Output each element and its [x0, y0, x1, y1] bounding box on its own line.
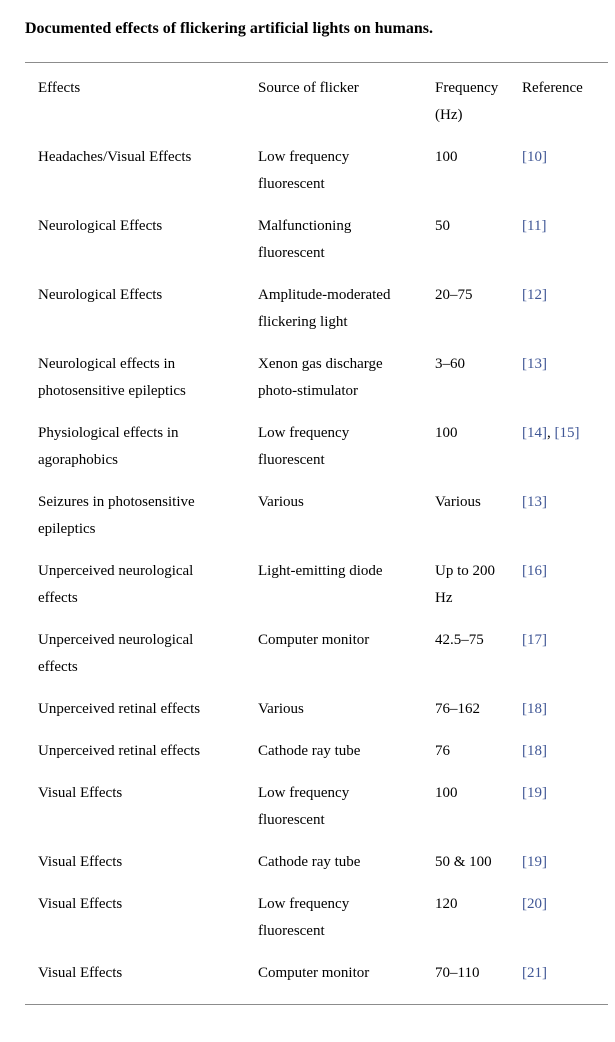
effect-cell: Visual Effects — [38, 965, 123, 981]
effect-cell: Seizures in photosensitive epileptics — [38, 494, 195, 537]
source-cell: Computer monitor — [258, 632, 370, 648]
table-row: Visual Effects Low frequency fluorescent 1… — [25, 772, 608, 841]
reference-link[interactable]: [18] — [522, 701, 547, 717]
reference-link[interactable]: [19] — [522, 785, 547, 801]
paper-table-section: Documented effects of flickering artific… — [0, 18, 615, 1005]
reference-cell: [19] — [522, 772, 608, 841]
table-row: Unperceived neurological effects Computer… — [25, 619, 608, 688]
source-cell: Low frequency fluorescent — [258, 785, 350, 828]
reference-cell: [20] — [522, 883, 608, 952]
frequency-cell: 100 — [435, 149, 458, 165]
table-row: Unperceived retinal effects Various 76–162… — [25, 688, 608, 730]
effect-cell: Neurological Effects — [38, 218, 163, 234]
reference-cell: [21] — [522, 952, 608, 1005]
column-header-effects: Effects — [38, 80, 81, 96]
table-row: Headaches/Visual Effects Low frequency fl… — [25, 136, 608, 205]
reference-cell: [17] — [522, 619, 608, 688]
source-cell: Malfunctioning fluorescent — [258, 218, 352, 261]
reference-cell: [13] — [522, 343, 608, 412]
source-cell: Low frequency fluorescent — [258, 425, 350, 468]
table-header-row: Effects Source of flicker Frequency (Hz) Re… — [25, 63, 608, 137]
frequency-cell: 70–110 — [435, 965, 480, 981]
reference-cell: [10] — [522, 136, 608, 205]
effect-cell: Visual Effects — [38, 896, 123, 912]
reference-link[interactable]: [13] — [522, 356, 547, 372]
table-caption: Documented effects of flickering artific… — [25, 20, 433, 37]
effect-cell: Visual Effects — [38, 785, 123, 801]
effect-cell: Neurological effects in photosensitive e… — [38, 356, 186, 399]
source-cell: Computer monitor — [258, 965, 370, 981]
effect-cell: Unperceived retinal effects — [38, 701, 201, 717]
frequency-cell: Up to 200 Hz — [435, 563, 495, 606]
table-row: Seizures in photosensitive epileptics Var… — [25, 481, 608, 550]
reference-link[interactable]: [19] — [522, 854, 547, 870]
reference-cell: [11] — [522, 205, 608, 274]
table-row: Neurological Effects Malfunctioning fluor… — [25, 205, 608, 274]
reference-cell: [18] — [522, 730, 608, 772]
reference-link[interactable]: [16] — [522, 563, 547, 579]
reference-cell: [14], [15] — [522, 425, 580, 441]
frequency-cell: 76–162 — [435, 701, 480, 717]
reference-link[interactable]: [17] — [522, 632, 547, 648]
reference-cell: [12] — [522, 274, 608, 343]
column-header-source: Source of flicker — [258, 80, 359, 96]
table-row: Visual Effects Cathode ray tube 50 & 100 [1… — [25, 841, 608, 883]
source-cell: Various — [258, 701, 304, 717]
frequency-cell: 100 — [435, 785, 458, 801]
reference-link[interactable]: [12] — [522, 287, 547, 303]
frequency-cell: 3–60 — [435, 356, 465, 372]
table-row: Physiological effects in agoraphobics Low… — [25, 412, 608, 481]
source-cell: Low frequency fluorescent — [258, 149, 350, 192]
reference-link[interactable]: [20] — [522, 896, 547, 912]
source-cell: Low frequency fluorescent — [258, 896, 350, 939]
source-cell: Light-emitting diode — [258, 563, 383, 579]
frequency-cell: Various — [435, 494, 481, 510]
source-cell: Various — [258, 494, 304, 510]
table-row: Visual Effects Low frequency fluorescent 1… — [25, 883, 608, 952]
reference-link[interactable]: [13] — [522, 494, 547, 510]
column-header-frequency: Frequency (Hz) — [435, 80, 499, 123]
table-row: Visual Effects Computer monitor 70–110 [21] — [25, 952, 608, 1005]
source-cell: Cathode ray tube — [258, 743, 361, 759]
effects-table: Effects Source of flicker Frequency (Hz) Re… — [25, 62, 608, 1005]
effect-cell: Unperceived neurological effects — [38, 563, 194, 606]
frequency-cell: 50 — [435, 218, 450, 234]
effect-cell: Visual Effects — [38, 854, 123, 870]
reference-cell: [13] — [522, 481, 608, 550]
table-row: Neurological effects in photosensitive e… — [25, 343, 608, 412]
table-row: Unperceived retinal effects Cathode ray t… — [25, 730, 608, 772]
frequency-cell: 42.5–75 — [435, 632, 484, 648]
table-row: Unperceived neurological effects Light-em… — [25, 550, 608, 619]
reference-link[interactable]: [21] — [522, 965, 547, 981]
effect-cell: Physiological effects in agoraphobics — [38, 425, 179, 468]
frequency-cell: 50 & 100 — [435, 854, 492, 870]
table-row: Neurological Effects Amplitude-moderated … — [25, 274, 608, 343]
reference-link[interactable]: [10] — [522, 149, 547, 165]
reference-link[interactable]: [11] — [522, 218, 547, 234]
effect-cell: Headaches/Visual Effects — [38, 149, 192, 165]
source-cell: Xenon gas discharge photo-stimulator — [258, 356, 383, 399]
reference-cell: [19] — [522, 841, 608, 883]
frequency-cell: 120 — [435, 896, 458, 912]
frequency-cell: 20–75 — [435, 287, 473, 303]
table-body: Headaches/Visual Effects Low frequency fl… — [25, 136, 608, 1005]
frequency-cell: 76 — [435, 743, 450, 759]
reference-link[interactable]: [18] — [522, 743, 547, 759]
source-cell: Amplitude-moderated flickering light — [258, 287, 391, 330]
reference-cell: [16] — [522, 550, 608, 619]
source-cell: Cathode ray tube — [258, 854, 361, 870]
reference-cell: [18] — [522, 688, 608, 730]
effect-cell: Neurological Effects — [38, 287, 163, 303]
reference-link[interactable]: [14] — [522, 425, 547, 441]
column-header-reference: Reference — [522, 80, 583, 96]
frequency-cell: 100 — [435, 425, 458, 441]
reference-link[interactable]: [15] — [554, 425, 580, 441]
effect-cell: Unperceived neurological effects — [38, 632, 194, 675]
effect-cell: Unperceived retinal effects — [38, 743, 201, 759]
